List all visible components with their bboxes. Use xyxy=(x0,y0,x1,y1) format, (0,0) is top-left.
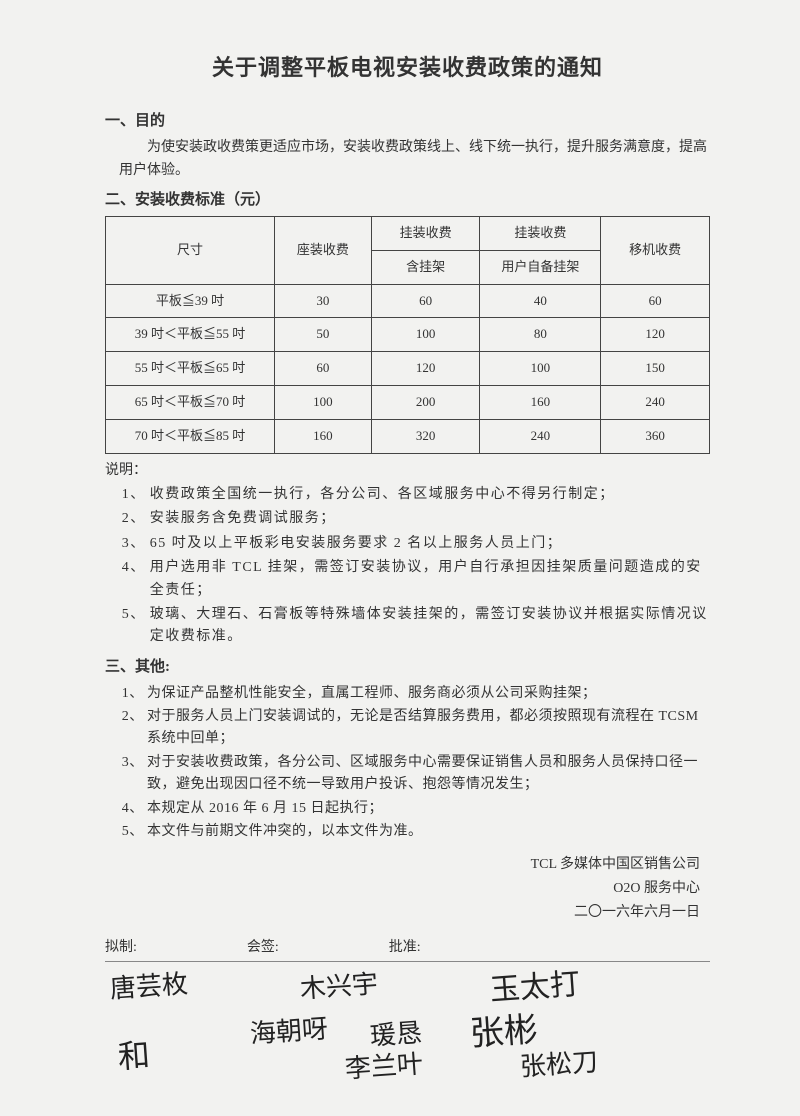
footer-date: 二〇一六年六月一日 xyxy=(105,901,700,925)
table-cell: 320 xyxy=(371,419,480,453)
list-item: 3、65 吋及以上平板彩电安装服务要求 2 名以上服务人员上门； xyxy=(122,533,710,555)
table-row: 平板≦39 吋30604060 xyxy=(106,284,710,318)
section1-head: 一、目的 xyxy=(105,109,710,133)
col-hang-sub1: 含挂架 xyxy=(371,250,480,284)
col-hang-a: 挂装收费 xyxy=(371,216,480,250)
table-cell: 360 xyxy=(601,419,710,453)
table-cell: 160 xyxy=(275,419,372,453)
table-cell: 60 xyxy=(371,284,480,318)
cosign-label: 会签: xyxy=(247,937,279,959)
signature-icon: 李兰叶 xyxy=(344,1043,425,1090)
drafted-label: 拟制: xyxy=(105,937,137,959)
table-row: 70 吋＜平板≦85 吋160320240360 xyxy=(106,419,710,453)
signature-area: 唐芸枚 木兴宇 玉太打 海朝呀 瑗恳 张彬 和 李兰叶 张松刀 xyxy=(100,976,740,1096)
table-cell: 30 xyxy=(275,284,372,318)
table-cell: 80 xyxy=(480,318,601,352)
table-cell: 55 吋＜平板≦65 吋 xyxy=(106,352,275,386)
table-cell: 100 xyxy=(480,352,601,386)
notes-title: 说明： xyxy=(105,460,710,482)
list-item: 2、安装服务含免费调试服务； xyxy=(122,508,710,530)
table-cell: 70 吋＜平板≦85 吋 xyxy=(106,419,275,453)
list-item: 4、用户选用非 TCL 挂架，需签订安装协议，用户自行承担因挂架质量问题造成的安… xyxy=(122,557,710,602)
table-cell: 60 xyxy=(601,284,710,318)
table-cell: 100 xyxy=(275,385,372,419)
section3-head: 三、其他: xyxy=(105,655,710,679)
other-list: 1、为保证产品整机性能安全，直属工程师、服务商必须从公司采购挂架；2、对于服务人… xyxy=(105,683,710,844)
list-item: 5、本文件与前期文件冲突的，以本文件为准。 xyxy=(122,821,710,843)
table-row: 39 吋＜平板≦55 吋5010080120 xyxy=(106,318,710,352)
table-cell: 平板≦39 吋 xyxy=(106,284,275,318)
list-item: 1、为保证产品整机性能安全，直属工程师、服务商必须从公司采购挂架； xyxy=(122,683,710,705)
table-cell: 60 xyxy=(275,352,372,386)
list-item: 3、对于安装收费政策，各分公司、区域服务中心需要保证销售人员和服务人员保持口径一… xyxy=(122,752,710,797)
col-move: 移机收费 xyxy=(601,216,710,284)
fee-table: 尺寸 座装收费 挂装收费 挂装收费 移机收费 含挂架 用户自备挂架 平板≦39 … xyxy=(105,216,710,454)
list-item: 1、收费政策全国统一执行，各分公司、各区域服务中心不得另行制定； xyxy=(122,484,710,506)
table-cell: 240 xyxy=(601,385,710,419)
table-cell: 50 xyxy=(275,318,372,352)
footer-company: TCL 多媒体中国区销售公司 xyxy=(105,853,700,877)
table-row: 55 吋＜平板≦65 吋60120100150 xyxy=(106,352,710,386)
signature-icon: 张松刀 xyxy=(519,1041,600,1088)
col-size: 尺寸 xyxy=(106,216,275,284)
section2-head: 二、安装收费标准（元） xyxy=(105,188,710,212)
table-cell: 39 吋＜平板≦55 吋 xyxy=(106,318,275,352)
signature-icon: 木兴宇 xyxy=(299,963,380,1010)
table-cell: 240 xyxy=(480,419,601,453)
col-hang-b: 挂装收费 xyxy=(480,216,601,250)
list-item: 4、本规定从 2016 年 6 月 15 日起执行； xyxy=(122,798,710,820)
sign-line: 拟制: 会签: 批准: xyxy=(105,937,710,959)
sign-divider xyxy=(105,961,710,962)
table-cell: 150 xyxy=(601,352,710,386)
signature-icon: 唐芸枚 xyxy=(109,963,190,1010)
list-item: 2、对于服务人员上门安装调试的，无论是否结算服务费用，都必须按照现有流程在 TC… xyxy=(122,706,710,751)
section1-body: 为使安装政收费策更适应市场，安装收费政策线上、线下统一执行，提升服务满意度，提高… xyxy=(105,137,710,182)
table-cell: 200 xyxy=(371,385,480,419)
table-header-row1: 尺寸 座装收费 挂装收费 挂装收费 移机收费 xyxy=(106,216,710,250)
list-item: 5、玻璃、大理石、石膏板等特殊墙体安装挂架的，需签订安装协议并根据实际情况议定收… xyxy=(122,604,710,649)
document-title: 关于调整平板电视安装收费政策的通知 xyxy=(105,50,710,85)
col-seat: 座装收费 xyxy=(275,216,372,284)
table-cell: 120 xyxy=(371,352,480,386)
table-row: 65 吋＜平板≦70 吋100200160240 xyxy=(106,385,710,419)
notes-list: 1、收费政策全国统一执行，各分公司、各区域服务中心不得另行制定；2、安装服务含免… xyxy=(105,484,710,649)
footer-block: TCL 多媒体中国区销售公司 O2O 服务中心 二〇一六年六月一日 xyxy=(105,853,710,924)
signature-icon: 和 xyxy=(116,1030,152,1083)
table-cell: 100 xyxy=(371,318,480,352)
col-hang-sub2: 用户自备挂架 xyxy=(480,250,601,284)
table-cell: 40 xyxy=(480,284,601,318)
approve-label: 批准: xyxy=(389,937,421,959)
footer-dept: O2O 服务中心 xyxy=(105,877,700,901)
table-cell: 160 xyxy=(480,385,601,419)
table-cell: 65 吋＜平板≦70 吋 xyxy=(106,385,275,419)
signature-icon: 海朝呀 xyxy=(249,1008,330,1055)
table-cell: 120 xyxy=(601,318,710,352)
